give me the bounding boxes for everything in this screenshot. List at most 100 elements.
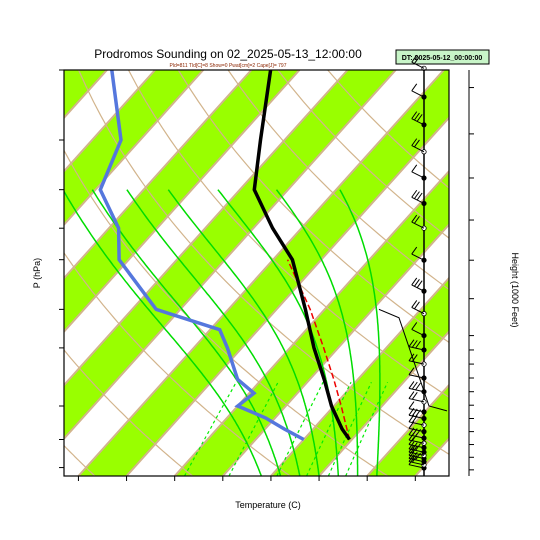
moist-adiabat [275, 189, 359, 476]
wind-barb-staff [411, 253, 425, 261]
wind-barb-feather [414, 56, 420, 64]
wind-barb-feather [415, 340, 421, 349]
wind-barb-staff [408, 439, 425, 444]
wind-barb-staff [411, 284, 425, 292]
isotherm-line [64, 70, 397, 441]
wind-barb-feather [414, 301, 420, 310]
dewpoint-profile-line [98, 70, 305, 442]
wind-barb-feather [416, 114, 423, 122]
dt-label: DT: 2025-05-12_00:00:00 [402, 55, 483, 62]
moist-adiabat [339, 189, 381, 476]
temperature-profile-line [252, 70, 351, 441]
wind-barb-staff [411, 145, 425, 153]
wind-barb-column [378, 54, 448, 476]
wind-barb-feather [408, 401, 415, 409]
isotherm-line [64, 70, 204, 227]
wind-barb-feather [416, 192, 423, 201]
wind-barb-feather [408, 444, 415, 453]
mixing-ratio-line [345, 381, 389, 476]
wind-barb-staff [408, 421, 425, 426]
wind-barb-staff [408, 434, 425, 439]
wind-barb-staff [408, 448, 425, 453]
wind-barb-staff [411, 118, 425, 126]
height-axis [468, 70, 474, 476]
wind-barb-feather [411, 111, 418, 119]
wind-barb-feather [411, 277, 418, 286]
wind-barb-feather [411, 354, 418, 362]
wind-barb-feather [415, 382, 421, 391]
wind-barb-staff [408, 346, 425, 351]
wind-barb-feather [414, 112, 420, 121]
wind-barb-staff [411, 61, 425, 69]
wind-barb-feather [411, 300, 418, 308]
wind-barb-feather [411, 54, 418, 63]
wind-barb-staff [408, 398, 425, 403]
wind-barb-feather [411, 340, 418, 348]
wind-barb-feather [411, 138, 418, 146]
dry-adiabat [78, 70, 449, 455]
wind-barb-feather [411, 445, 418, 454]
wind-barb-feather [408, 381, 415, 389]
wind-barb-staff [408, 360, 425, 365]
mixing-ratio-line [228, 381, 279, 476]
wind-barb-feather [408, 367, 415, 376]
dry-adiabat [64, 149, 389, 476]
isotherm-bands [0, 70, 449, 476]
wind-barb-feather [408, 339, 415, 347]
wind-barb-dot [421, 122, 427, 128]
isotherm-line [64, 70, 156, 173]
wind-barb-staff [411, 307, 425, 315]
isotherm-line [64, 70, 301, 334]
wind-barb-staff [411, 221, 425, 229]
parcel-path-line [286, 259, 351, 440]
y-axis [59, 69, 64, 469]
wind-barb-feather [411, 83, 418, 92]
dry-adiabat [127, 70, 449, 398]
plot-frame [63, 69, 450, 477]
wind-barb-feather [411, 189, 418, 198]
x-axis [77, 476, 416, 481]
wind-barb-feather [411, 322, 418, 330]
isotherm-band [0, 70, 11, 476]
wind-barb-staff [408, 443, 425, 449]
wind-barb-feather [414, 216, 420, 224]
isotherm-line [64, 70, 253, 280]
mixing-ratio-line [306, 381, 352, 476]
moist-adiabat [167, 189, 320, 476]
moist-adiabat [64, 189, 263, 476]
dry-adiabat [277, 70, 449, 239]
wind-barb-staff [408, 457, 425, 463]
wind-barb-staff [411, 196, 425, 204]
isotherm-line [77, 70, 445, 476]
moist-adiabat [126, 189, 301, 476]
dry-adiabat [177, 70, 449, 344]
isotherm-line [222, 223, 449, 476]
wind-barb-staff [411, 90, 425, 98]
wind-barb-staff [408, 414, 425, 419]
moist-adiabat [91, 189, 282, 476]
mixing-ratio-line [276, 381, 324, 476]
wind-barb-feather [411, 246, 418, 255]
wind-barb-feather [416, 280, 423, 288]
dry-adiabat [227, 70, 449, 291]
wind-barb-staff [408, 464, 425, 469]
plot-area [0, 70, 449, 476]
y-axis-label: P (hPa) [32, 258, 42, 288]
wind-barb-feather [408, 353, 415, 362]
wind-barb-feather [414, 139, 420, 148]
wind-barb-staff [408, 387, 425, 393]
wind-barb-feather [414, 279, 420, 287]
isotherm-line [125, 116, 449, 476]
wind-barb-feather [411, 214, 418, 223]
wind-barb-feather [411, 381, 418, 390]
chart-title: Prodromos Sounding on 02_2025-05-13_12:0… [94, 47, 362, 61]
dry-adiabat [64, 349, 193, 476]
isotherm-line [0, 70, 59, 476]
wind-barb-staff [411, 171, 425, 179]
isotherm-line [64, 70, 349, 387]
mixing-ratio-line [183, 381, 237, 476]
isotherm-line [366, 383, 449, 476]
wind-barb-staff [408, 454, 425, 460]
isotherm-line [0, 70, 11, 476]
